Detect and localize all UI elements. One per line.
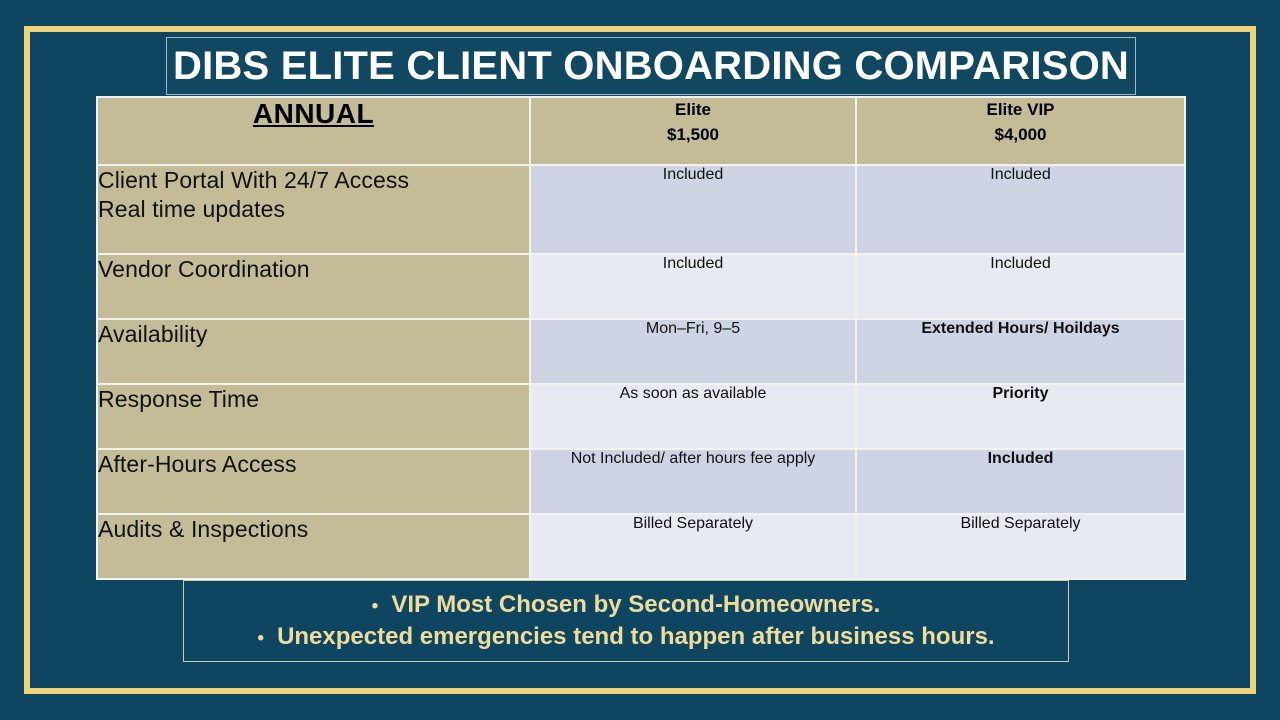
table-row: Client Portal With 24/7 Access Real time … bbox=[96, 164, 1186, 255]
column-header-elite-vip: Elite VIP $4,000 bbox=[855, 96, 1186, 166]
column-header-elite-vip-name: Elite VIP bbox=[986, 100, 1055, 119]
column-header-elite: Elite $1,500 bbox=[529, 96, 857, 166]
feature-cell: Availability bbox=[96, 318, 531, 385]
bullet-item: • Unexpected emergencies tend to happen a… bbox=[257, 621, 994, 653]
feature-label: Response Time bbox=[98, 386, 260, 412]
column-header-feature: ANNUAL bbox=[96, 96, 531, 166]
slide-gold-frame bbox=[24, 26, 1256, 694]
column-header-feature-label: ANNUAL bbox=[252, 98, 375, 129]
notes-callout-box: • VIP Most Chosen by Second-Homeowners. • U… bbox=[183, 580, 1069, 662]
bullet-text: Unexpected emergencies tend to happen af… bbox=[277, 623, 995, 650]
feature-label: Vendor Coordination bbox=[98, 256, 310, 282]
elite-value-cell: Billed Separately bbox=[529, 513, 857, 580]
feature-label: Audits & Inspections bbox=[98, 516, 309, 542]
bullet-marker-icon: • bbox=[371, 595, 379, 617]
feature-cell: Response Time bbox=[96, 383, 531, 450]
table-body: ANNUAL Elite $1,500 Elite VIP $4,000 Client P… bbox=[96, 96, 1186, 580]
bullet-text: VIP Most Chosen by Second-Homeowners. bbox=[391, 590, 881, 618]
column-header-elite-name: Elite bbox=[675, 100, 711, 119]
feature-cell: Vendor Coordination bbox=[96, 253, 531, 320]
elite-value-cell: Not Included/ after hours fee apply bbox=[529, 448, 857, 515]
bullet-marker-icon: • bbox=[257, 628, 265, 649]
feature-label: Availability bbox=[98, 321, 208, 347]
elite-value-cell: Included bbox=[529, 253, 857, 320]
elite-value-cell: As soon as available bbox=[529, 383, 857, 450]
table-header-row: ANNUAL Elite $1,500 Elite VIP $4,000 bbox=[96, 96, 1186, 166]
vip-value-cell: Included bbox=[855, 448, 1186, 515]
feature-cell: Audits & Inspections bbox=[96, 513, 531, 580]
feature-cell: Client Portal With 24/7 Access Real time … bbox=[96, 164, 531, 255]
feature-sublabel: Real time updates bbox=[98, 196, 286, 223]
elite-value-cell: Included bbox=[529, 164, 857, 255]
comparison-table: ANNUAL Elite $1,500 Elite VIP $4,000 Client P… bbox=[96, 96, 1186, 580]
slide-title-box: DIBS ELITE CLIENT ONBOARDING COMPARISON bbox=[166, 37, 1136, 95]
feature-label: After-Hours Access bbox=[98, 451, 297, 477]
column-header-elite-vip-price: $4,000 bbox=[994, 124, 1047, 144]
vip-value-cell: Included bbox=[855, 253, 1186, 320]
table-row: After-Hours Access Not Included/ after ho… bbox=[96, 448, 1186, 515]
vip-value-cell: Priority bbox=[855, 383, 1186, 450]
table-row: Response Time As soon as available Priorit… bbox=[96, 383, 1186, 450]
table-row: Availability Mon–Fri, 9–5 Extended Hours/ … bbox=[96, 318, 1186, 385]
bullet-item: • VIP Most Chosen by Second-Homeowners. bbox=[372, 589, 881, 621]
vip-value-cell: Extended Hours/ Hoildays bbox=[855, 318, 1186, 385]
feature-cell: After-Hours Access bbox=[96, 448, 531, 515]
page-title: DIBS ELITE CLIENT ONBOARDING COMPARISON bbox=[173, 44, 1129, 88]
vip-value-cell: Included bbox=[855, 164, 1186, 255]
elite-value-cell: Mon–Fri, 9–5 bbox=[529, 318, 857, 385]
feature-label: Client Portal With 24/7 Access bbox=[98, 167, 410, 193]
column-header-elite-price: $1,500 bbox=[667, 124, 719, 144]
table-row: Audits & Inspections Billed Separately Bil… bbox=[96, 513, 1186, 580]
vip-value-cell: Billed Separately bbox=[855, 513, 1186, 580]
table-row: Vendor Coordination Included Included bbox=[96, 253, 1186, 320]
